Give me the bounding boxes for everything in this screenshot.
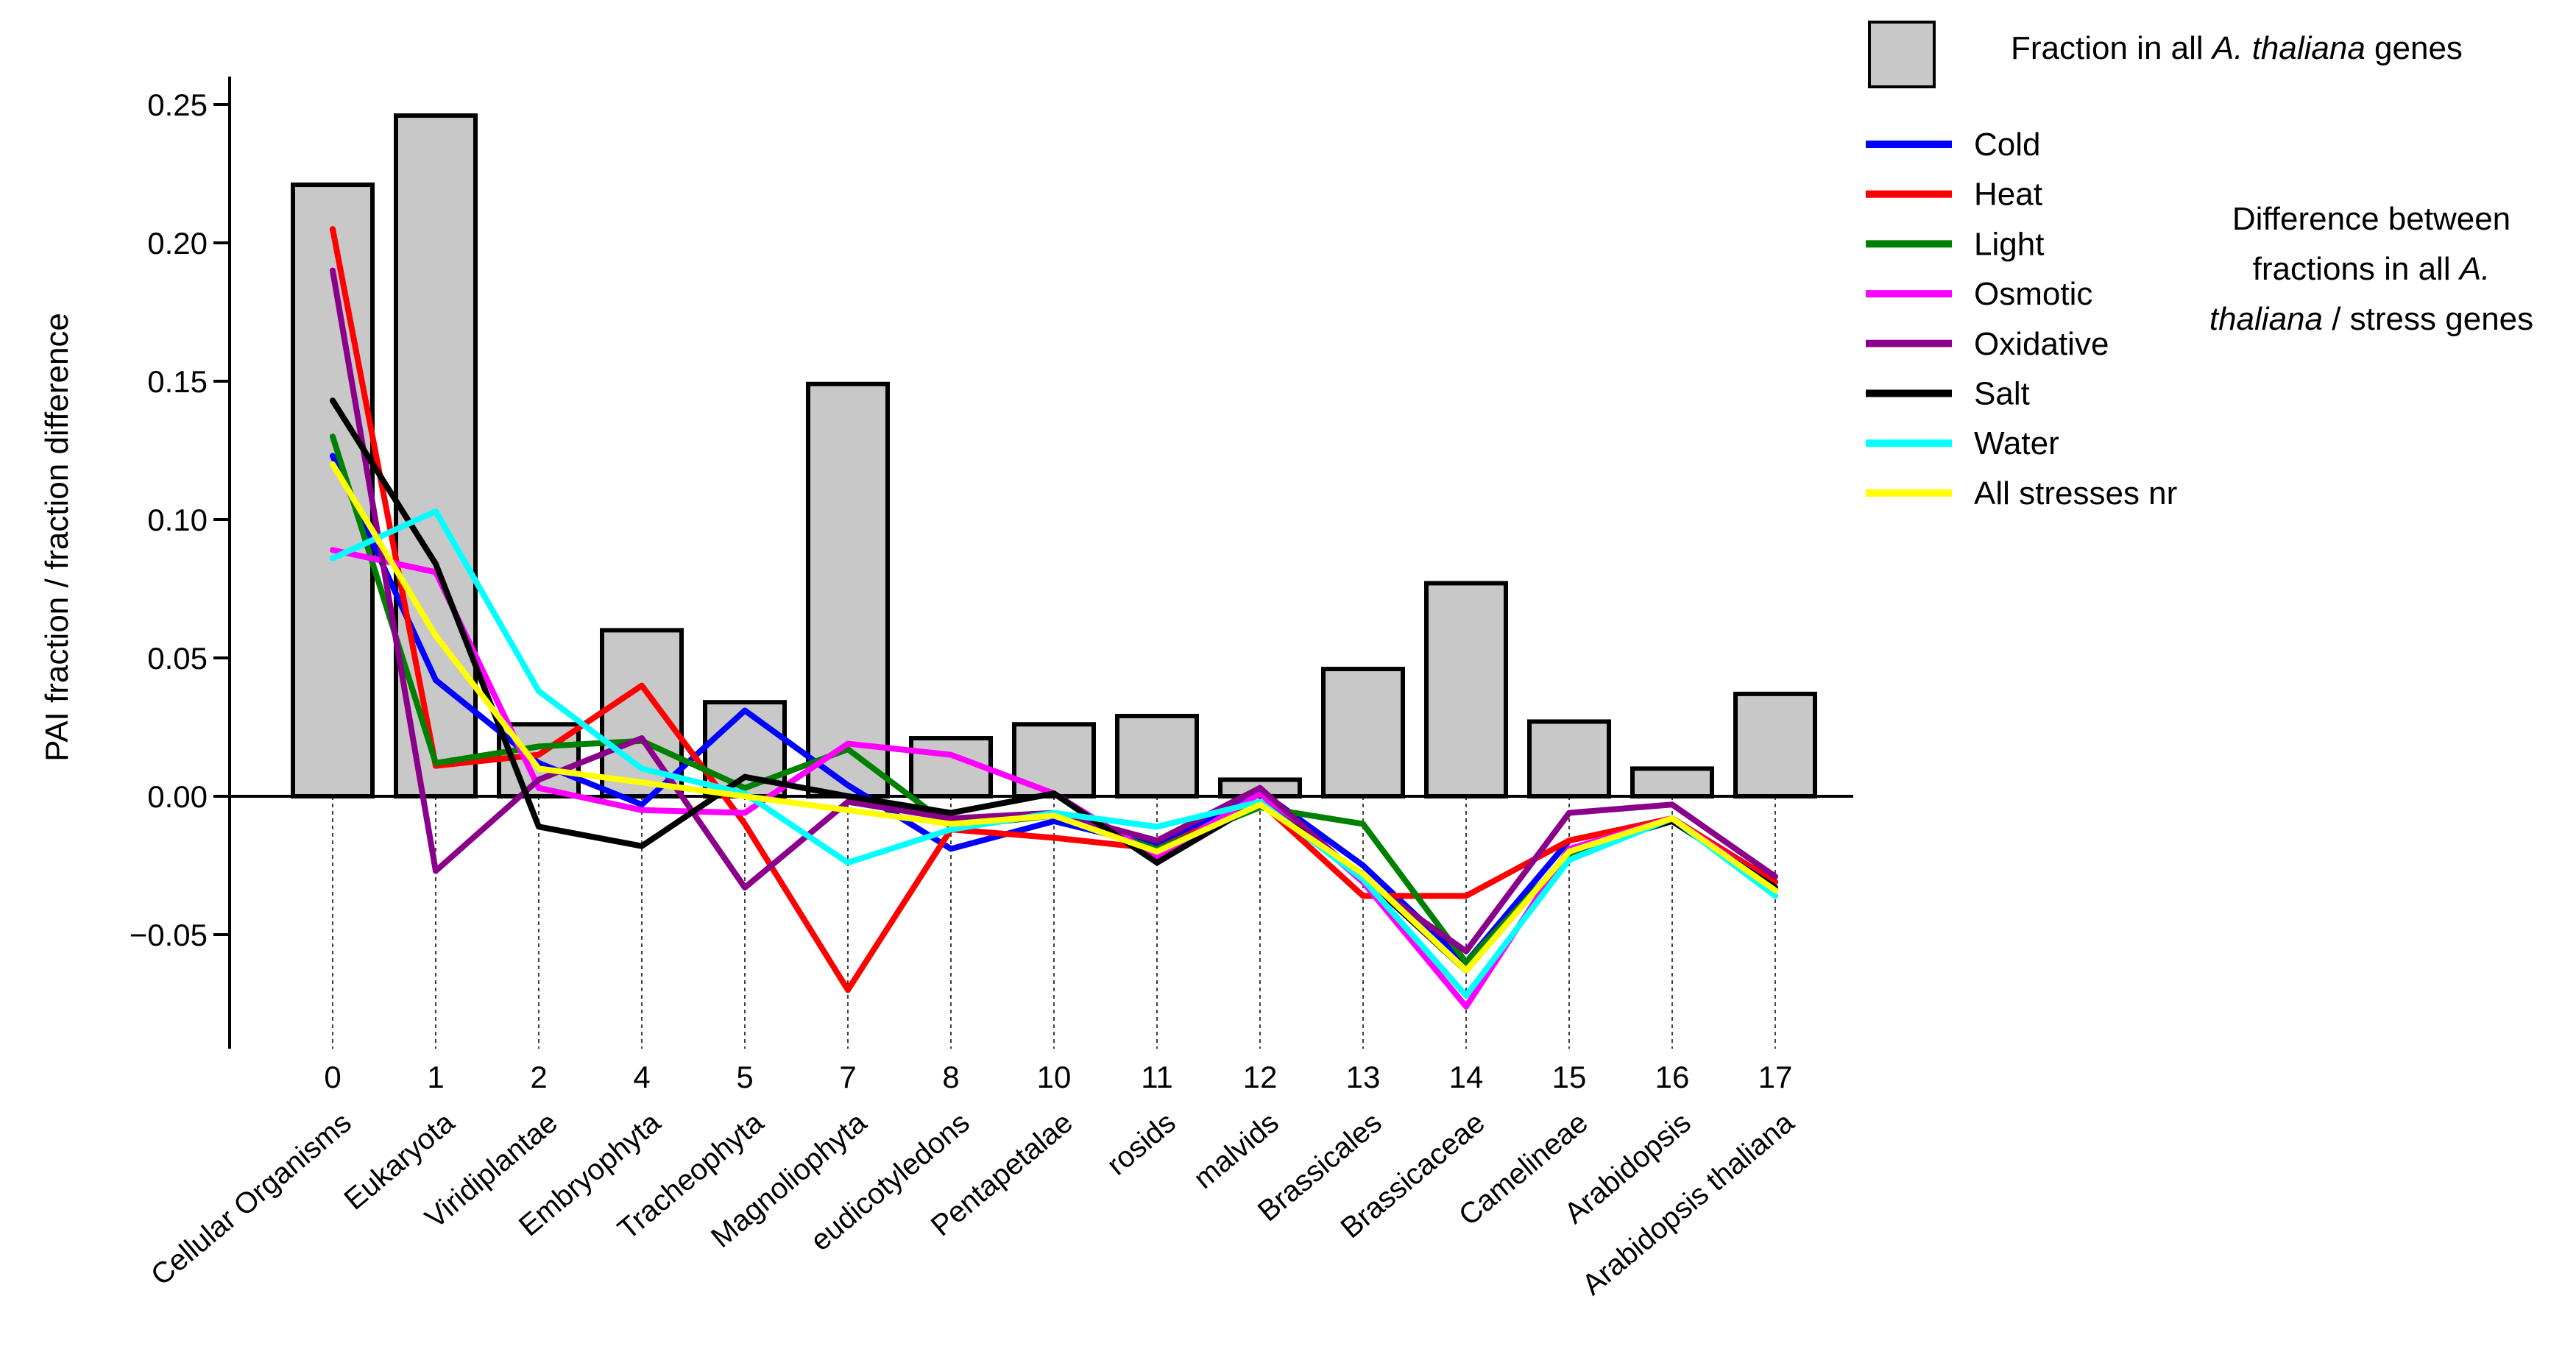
y-axis: −0.05 0.00 0.05 0.10 0.15 0.20 0.25: [130, 77, 231, 1049]
legend-label: Oxidative: [1974, 326, 2109, 362]
bar: [1733, 691, 1817, 798]
x-category-id: 13: [1346, 1060, 1381, 1094]
legend-label: Cold: [1974, 127, 2041, 163]
x-category-id: 7: [839, 1060, 856, 1094]
legend-bar-label: Fraction in all A. thaliana genes: [2011, 30, 2463, 66]
x-category-id: 10: [1037, 1060, 1072, 1094]
y-tick-label: 0.10: [147, 503, 208, 537]
y-tick-label: 0.20: [147, 226, 208, 261]
x-category-id: 8: [942, 1060, 959, 1094]
x-category-id: 14: [1449, 1060, 1484, 1094]
y-tick-label: 0.05: [147, 641, 208, 676]
legend-label: Salt: [1974, 376, 2030, 412]
legend-label: Heat: [1974, 177, 2042, 213]
legend: Fraction in all A. thaliana genes Cold He…: [1866, 21, 2533, 511]
line-series: [330, 226, 1778, 1010]
bar: [1630, 766, 1714, 799]
legend-series-list: Cold Heat Light Osmotic Oxidative Salt Water Al…: [1866, 127, 2177, 511]
legend-note-line2: fractions in all A.: [2253, 251, 2491, 287]
x-category-id: 11: [1141, 1060, 1173, 1094]
bar: [1012, 722, 1096, 798]
x-category-name: rosids: [1101, 1106, 1182, 1181]
category-guide-lines: [332, 796, 1776, 1049]
x-category-name: Cellular Organisms: [145, 1106, 358, 1292]
x-category-id: 4: [633, 1060, 650, 1094]
legend-label: Osmotic: [1974, 276, 2092, 312]
x-category-id: 15: [1552, 1060, 1587, 1094]
legend-bar-swatch: [1868, 21, 1936, 88]
x-category-id: 0: [324, 1060, 341, 1094]
y-axis-title: PAI fraction / fraction difference: [39, 313, 75, 762]
legend-note-line1: Difference between: [2232, 201, 2510, 237]
bar: [1115, 713, 1199, 799]
x-category-id: 2: [530, 1060, 547, 1094]
legend-note-line3: thaliana / stress genes: [2209, 301, 2533, 337]
y-tick-label: 0.00: [147, 779, 208, 814]
x-category-id: 1: [427, 1060, 444, 1094]
x-category-id: 16: [1655, 1060, 1690, 1094]
bar: [1321, 667, 1405, 798]
x-category-id: 12: [1243, 1060, 1278, 1094]
x-category-id: 17: [1758, 1060, 1793, 1094]
x-category-id: 5: [736, 1060, 753, 1094]
y-tick-label: −0.05: [130, 918, 208, 952]
bar: [806, 381, 890, 798]
legend-label: Light: [1974, 226, 2044, 262]
y-tick-label: 0.15: [147, 364, 208, 399]
x-category-name: malvids: [1188, 1106, 1285, 1195]
bar-series: [291, 113, 1817, 799]
legend-label: Water: [1974, 425, 2059, 461]
bar: [1527, 719, 1611, 798]
bar: [1424, 581, 1508, 798]
series-line-all-stresses-nr: [330, 461, 1778, 974]
y-tick-label: 0.25: [147, 88, 208, 122]
legend-label: All stresses nr: [1974, 475, 2177, 511]
series-line-cold: [330, 453, 1778, 966]
